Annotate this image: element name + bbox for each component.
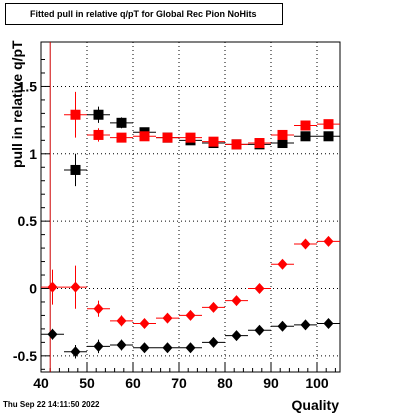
data-point	[47, 281, 58, 293]
y-tick-label: -0.5	[13, 348, 37, 364]
series-0	[64, 106, 340, 187]
data-point	[116, 315, 127, 327]
data-point	[185, 132, 196, 143]
x-tick-label: 70	[171, 375, 187, 391]
data-point	[208, 336, 219, 348]
y-tick-label: 1.5	[18, 78, 38, 94]
axis-ticks	[40, 59, 336, 372]
data-point	[277, 320, 288, 332]
data-points	[41, 91, 340, 359]
data-point	[116, 132, 127, 143]
data-point	[208, 301, 219, 313]
x-axis-title: Quality	[292, 397, 340, 413]
x-tick-label: 90	[263, 375, 279, 391]
data-point	[70, 109, 81, 120]
data-point	[93, 109, 104, 120]
data-point	[254, 282, 265, 294]
data-point	[277, 258, 288, 270]
data-point	[70, 346, 81, 358]
timestamp: Thu Sep 22 14:11:50 2022	[3, 400, 100, 409]
grid	[41, 42, 340, 372]
data-point	[162, 132, 173, 143]
chart-title: Fitted pull in relative q/pT for Global …	[30, 9, 257, 19]
data-point	[93, 303, 104, 315]
x-tick-label: 50	[79, 375, 95, 391]
data-point	[323, 119, 334, 130]
y-axis-title: pull in relative q/pT	[9, 40, 25, 168]
data-point	[323, 318, 334, 330]
data-point	[254, 138, 265, 149]
data-point	[323, 235, 334, 247]
data-point	[254, 324, 265, 336]
data-point	[116, 117, 127, 128]
data-point	[139, 318, 150, 330]
y-tick-label: 0.5	[18, 213, 38, 229]
data-point	[300, 319, 311, 331]
data-point	[300, 120, 311, 131]
data-point	[185, 342, 196, 354]
data-point	[93, 129, 104, 140]
y-tick-label: 1	[29, 146, 37, 162]
data-point	[139, 131, 150, 142]
data-point	[231, 330, 242, 342]
series-1	[64, 91, 340, 150]
series-3	[41, 318, 340, 359]
y-tick-label: 0	[29, 280, 37, 296]
data-point	[70, 164, 81, 175]
x-tick-label: 60	[125, 375, 141, 391]
data-point	[93, 340, 104, 352]
data-point	[300, 238, 311, 250]
data-point	[70, 281, 81, 293]
series-2	[41, 235, 340, 330]
x-tick-label: 80	[217, 375, 233, 391]
data-point	[162, 312, 173, 324]
data-point	[277, 129, 288, 140]
data-point	[139, 342, 150, 354]
plot-frame	[40, 41, 341, 373]
tick-labels: 40 50 60 70 80 90 100 -0.5 0 0.5 1 1.5	[13, 78, 329, 391]
data-point	[277, 138, 288, 149]
data-point	[116, 339, 127, 351]
data-point	[162, 342, 173, 354]
data-point	[208, 136, 219, 147]
x-tick-label: 100	[305, 375, 329, 391]
data-point	[231, 139, 242, 150]
data-point	[231, 295, 242, 307]
data-point	[300, 131, 311, 142]
data-point	[323, 131, 334, 142]
x-tick-label: 40	[33, 375, 49, 391]
chart-title-box: Fitted pull in relative q/pT for Global …	[5, 3, 283, 25]
data-point	[185, 309, 196, 321]
data-point	[47, 328, 58, 340]
